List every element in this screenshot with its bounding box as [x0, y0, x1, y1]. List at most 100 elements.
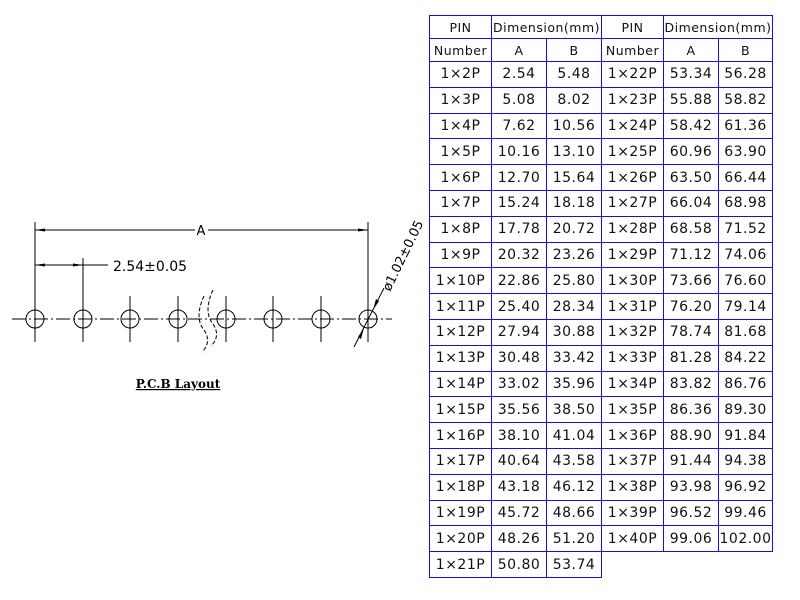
- dimension-b-cell: 35.96: [546, 370, 602, 398]
- table-row: 1×21P 50.80 53.74: [429, 551, 773, 578]
- dimension-b-cell: 25.80: [546, 267, 602, 295]
- dimension-a-cell: 66.04: [663, 189, 719, 217]
- dimension-a-cell: 50.80: [491, 551, 547, 578]
- pin-number-cell: 1×40P: [601, 525, 664, 553]
- dimension-a-cell: 81.28: [663, 344, 719, 372]
- pin-number-cell: 1×17P: [429, 447, 492, 475]
- dimension-a-cell: 53.34: [663, 61, 719, 88]
- pin-number-cell: 1×9P: [429, 241, 492, 269]
- pin-number-cell: 1×2P: [429, 61, 492, 88]
- pcb-hole: [168, 296, 188, 342]
- header-number: Number: [601, 38, 664, 62]
- pcb-hole: [25, 296, 45, 342]
- pin-number-cell: 1×6P: [429, 164, 492, 191]
- table-row: 1×7P 15.24 18.18 1×27P 66.04 68.98: [429, 189, 773, 217]
- dimension-a-cell: 91.44: [663, 447, 719, 475]
- dimension-b-cell: 66.44: [718, 164, 773, 191]
- arrowhead: [35, 228, 45, 232]
- pin-number-cell: 1×12P: [429, 318, 492, 346]
- header-b: B: [718, 38, 773, 62]
- pin-number-cell: 1×36P: [601, 422, 664, 449]
- dimension-a-cell: 71.12: [663, 241, 719, 269]
- diameter-leader: [353, 287, 385, 348]
- break-mark: [198, 295, 208, 353]
- dimension-a-cell: 93.98: [663, 473, 719, 501]
- empty-cell: [664, 552, 719, 578]
- pcb-hole: [358, 296, 378, 342]
- dimension-b-cell: 63.90: [718, 138, 773, 166]
- pin-number-cell: 1×32P: [601, 318, 664, 346]
- pin-number-cell: 1×19P: [429, 499, 492, 527]
- table-row: 1×3P 5.08 8.02 1×23P 55.88 58.82: [429, 86, 773, 114]
- pin-number-cell: 1×29P: [601, 241, 664, 269]
- dimension-a-cell: 63.50: [663, 164, 719, 191]
- hole-diameter-label: ø1.02±0.05: [380, 218, 427, 294]
- pcb-hole: [73, 296, 93, 342]
- table-header-row: Number A B Number A B: [429, 38, 773, 62]
- table-row: 1×17P 40.64 43.58 1×37P 91.44 94.38: [429, 447, 773, 475]
- table-row: 1×19P 45.72 48.66 1×39P 96.52 99.46: [429, 499, 773, 527]
- pcb-hole: [120, 296, 140, 342]
- header-pin: PIN: [601, 15, 664, 39]
- empty-cell: [602, 552, 664, 578]
- dimension-b-cell: 76.60: [718, 267, 773, 295]
- pin-number-cell: 1×21P: [429, 551, 492, 578]
- table-header-row: PIN Dimension(mm) PIN Dimension(mm): [429, 15, 773, 39]
- dimension-b-cell: 51.20: [546, 525, 602, 553]
- pin-number-cell: 1×14P: [429, 370, 492, 398]
- pin-number-cell: 1×24P: [601, 112, 664, 140]
- dimension-a-cell: 86.36: [663, 396, 719, 424]
- dimension-b-cell: 68.98: [718, 189, 773, 217]
- table-row: 1×14P 33.02 35.96 1×34P 83.82 86.76: [429, 370, 773, 398]
- dimension-a-cell: 33.02: [491, 370, 547, 398]
- dimension-a-cell: 17.78: [491, 215, 547, 243]
- dimension-a-cell: 27.94: [491, 318, 547, 346]
- pin-number-cell: 1×3P: [429, 86, 492, 114]
- arrowhead: [358, 328, 364, 339]
- dimension-b-cell: 99.46: [718, 499, 773, 527]
- dimension-b-cell: 71.52: [718, 215, 773, 243]
- dimension-a-cell: 30.48: [491, 344, 547, 372]
- dimension-a-cell: 60.96: [663, 138, 719, 166]
- table-row: 1×4P 7.62 10.56 1×24P 58.42 61.36: [429, 112, 773, 140]
- dimension-b-cell: 20.72: [546, 215, 602, 243]
- pin-number-cell: 1×16P: [429, 422, 492, 449]
- pin-number-cell: 1×18P: [429, 473, 492, 501]
- dimension-a-cell: 45.72: [491, 499, 547, 527]
- dimension-b-cell: 5.48: [546, 61, 602, 88]
- pin-number-cell: 1×25P: [601, 138, 664, 166]
- dimension-a-cell: 10.16: [491, 138, 547, 166]
- dimension-b-cell: 86.76: [718, 370, 773, 398]
- dimension-a-cell: 35.56: [491, 396, 547, 424]
- dimension-b-cell: 18.18: [546, 189, 602, 217]
- arrowhead: [358, 228, 368, 232]
- dimension-a-cell: 48.26: [491, 525, 547, 553]
- dimension-a-cell: 43.18: [491, 473, 547, 501]
- pin-number-cell: 1×39P: [601, 499, 664, 527]
- table-row: 1×9P 20.32 23.26 1×29P 71.12 74.06: [429, 241, 773, 269]
- dimension-b-cell: 58.82: [718, 86, 773, 114]
- pcb-layout-drawing: A 2.54±0.05 ø1.02±0.05 P.C.B Layout: [12, 218, 427, 391]
- pin-number-cell: 1×37P: [601, 447, 664, 475]
- dimension-a-cell: 12.70: [491, 164, 547, 191]
- pin-number-cell: 1×23P: [601, 86, 664, 114]
- dimension-a-cell: 73.66: [663, 267, 719, 295]
- dimension-b-cell: 84.22: [718, 344, 773, 372]
- header-a: A: [491, 38, 547, 62]
- table-row: 1×6P 12.70 15.64 1×26P 63.50 66.44: [429, 164, 773, 191]
- pin-number-cell: 1×26P: [601, 164, 664, 191]
- dimension-a-cell: 7.62: [491, 112, 547, 140]
- pcb-hole: [216, 296, 236, 342]
- arrowhead: [373, 299, 379, 310]
- dimension-a-cell: 22.86: [491, 267, 547, 295]
- table-row: 1×11P 25.40 28.34 1×31P 76.20 79.14: [429, 293, 773, 320]
- dimension-b-cell: 53.74: [546, 551, 602, 578]
- pitch-label: 2.54±0.05: [113, 259, 187, 275]
- dimension-b-cell: 33.42: [546, 344, 602, 372]
- dimension-b-cell: 91.84: [718, 422, 773, 449]
- dimension-b-cell: 28.34: [546, 293, 602, 320]
- dimension-b-cell: 48.66: [546, 499, 602, 527]
- pin-number-cell: 1×22P: [601, 61, 664, 88]
- dimension-a-cell: 40.64: [491, 447, 547, 475]
- table-row: 1×10P 22.86 25.80 1×30P 73.66 76.60: [429, 267, 773, 295]
